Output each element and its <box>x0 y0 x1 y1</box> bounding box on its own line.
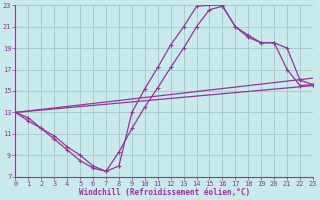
X-axis label: Windchill (Refroidissement éolien,°C): Windchill (Refroidissement éolien,°C) <box>79 188 250 197</box>
